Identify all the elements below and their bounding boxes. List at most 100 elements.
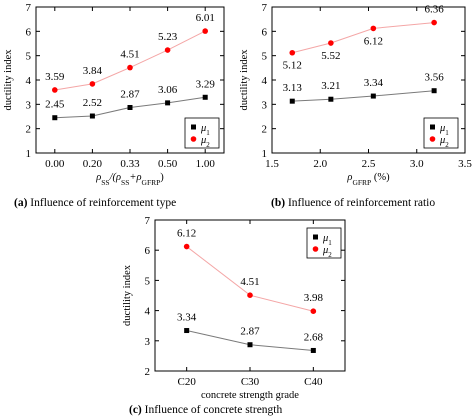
legend-label-main: μ [322,233,328,244]
y-tick-label: 7 [26,2,32,14]
y-tick-label: 2 [262,124,268,136]
data-label: 6.36 [424,4,444,16]
legend-label-sub: 2 [328,251,332,259]
x-axis-label-part: SS [121,178,129,187]
chart-a: 1 2 3 4 5 6 7 0.00 0.20 0.33 0.50 1.00 ductility ind… [3,2,225,187]
data-label: 3.13 [283,82,303,94]
data-point-μ2 [310,308,317,315]
data-point-μ1 [202,94,208,100]
x-tick-label: 0.50 [158,158,178,170]
legend-marker-circle [312,246,319,252]
legend-label: μ2 [200,135,210,149]
data-label: 3.84 [83,65,103,77]
y-tick-label: 6 [26,26,32,38]
data-point-μ1 [127,104,133,110]
data-label: 6.12 [364,35,383,47]
x-tick-label: 0.20 [83,158,103,170]
data-point-μ2 [52,87,58,93]
caption-c-letter: (c) [129,404,142,416]
data-label: 3.56 [424,72,444,84]
y-tick-label: 1 [26,148,32,160]
data-point-μ2 [127,64,133,71]
data-point-μ2 [202,28,208,34]
legend-label: μ1 [322,233,332,247]
x-axis-label: concrete strength grade [201,390,299,401]
data-label: 6.01 [196,12,215,24]
legend-label-sub: 2 [445,141,449,149]
data-point-μ1 [310,347,316,353]
data-point-μ1 [328,96,334,102]
caption-b-text: Influence of reinforcement ratio [285,197,436,209]
legend-marker-square [313,234,318,240]
x-axis-label-part: (%) [371,172,390,183]
series-line-μ1 [292,90,435,102]
x-axis-label-part: concrete strength grade [201,390,299,401]
caption-b-letter: (b) [271,197,286,209]
data-point-μ1 [431,88,437,94]
y-tick-label: 4 [145,306,151,318]
y-axis-label: ductility index [3,49,14,111]
data-label: 5.23 [158,31,178,43]
series-line-μ2 [292,22,435,54]
data-label: 5.52 [321,50,340,62]
data-point-μ1 [247,342,253,348]
legend-label: μ1 [439,123,449,137]
y-tick-label: 7 [145,215,151,227]
chart-b: 1 2 3 4 5 6 7 1.5 2.0 2.5 3.0 3.5 ductility index ρGF… [239,2,472,187]
x-axis-label-part: +ρ [129,172,141,183]
y-tick-label: 7 [262,2,268,14]
data-label: 3.59 [45,71,65,83]
x-tick-label: 2.0 [313,158,327,170]
legend-label-main: μ [200,135,206,146]
x-tick-label: 1.00 [196,158,216,170]
data-point-μ2 [183,243,190,250]
x-axis-label-part: ρ [346,172,352,183]
caption-c: (c) Influence of concrete strength [129,404,282,416]
y-tick-label: 1 [262,148,268,160]
legend-label-main: μ [439,135,445,146]
x-tick-label: C30 [241,376,260,388]
legend-label-sub: 1 [206,129,210,137]
chart-c: 2 3 4 5 6 7 C20 C30 C40 ductility index concrete s… [122,215,346,401]
data-label: 3.98 [304,292,324,304]
legend-label-sub: 1 [445,129,449,137]
legend-label: μ2 [439,135,449,149]
legend-label: μ1 [200,123,210,137]
x-axis-label: ρGFRP (%) [346,172,390,187]
x-tick-label: 0.00 [45,158,65,170]
data-label: 4.51 [120,49,139,61]
x-tick-label: C40 [304,376,323,388]
legend-marker-square [430,124,435,130]
data-point-μ2 [370,25,377,32]
caption-c-text: Influence of concrete strength [141,404,283,416]
x-axis-label-part: /(ρ [109,172,121,183]
x-tick-label: 3.5 [458,158,472,170]
x-axis-label-part: SS [101,178,109,187]
y-tick-label: 2 [145,366,151,378]
data-label: 6.12 [177,228,196,240]
data-label: 3.06 [158,84,178,96]
x-tick-label: 1.5 [265,158,279,170]
legend-label-main: μ [200,123,206,134]
y-tick-label: 3 [26,99,32,111]
x-axis-label-part: ρ [95,172,101,183]
x-axis-label: ρSS/(ρSS+ρGFRP) [95,172,164,187]
y-axis-label: ductility index [122,264,133,326]
data-point-μ1 [165,100,171,106]
y-tick-label: 5 [145,275,151,287]
data-point-μ2 [247,292,253,298]
caption-a: (a) Influence of reinforcement type [14,197,176,209]
data-label: 3.29 [196,78,216,90]
legend-marker-square [191,124,196,130]
legend-marker-circle [429,136,436,142]
data-point-μ1 [52,115,58,121]
data-point-μ2 [289,49,296,56]
y-tick-label: 4 [26,75,32,87]
caption-b: (b) Influence of reinforcement ratio [271,197,435,209]
x-tick-label: C20 [177,376,196,388]
y-tick-label: 4 [262,75,268,87]
legend-label-sub: 1 [328,239,332,247]
